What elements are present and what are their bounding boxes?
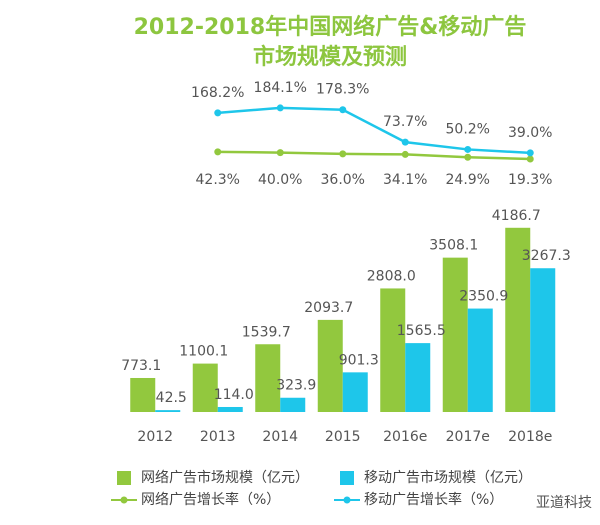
bar bbox=[130, 377, 156, 412]
bar bbox=[380, 288, 406, 412]
value-label: 168.2% bbox=[191, 85, 244, 101]
line-point bbox=[526, 155, 534, 163]
value-label: 73.7% bbox=[383, 114, 427, 130]
legend-swatch bbox=[117, 471, 131, 485]
bar bbox=[217, 406, 243, 412]
line bbox=[217, 150, 531, 161]
value-label: 178.3% bbox=[316, 82, 369, 98]
line-point bbox=[526, 149, 534, 157]
line-point bbox=[401, 150, 409, 158]
x-tick-label: 2014 bbox=[262, 429, 298, 445]
value-label: 901.3 bbox=[339, 352, 379, 368]
bar bbox=[530, 268, 556, 412]
x-tick-label: 2013 bbox=[200, 429, 236, 445]
bar bbox=[192, 363, 218, 412]
legend-label: 网络广告增长率（%） bbox=[141, 491, 280, 508]
legend-dot bbox=[120, 496, 128, 504]
value-label: 3267.3 bbox=[522, 248, 571, 264]
value-label: 42.3% bbox=[196, 172, 240, 188]
legend-label: 网络广告市场规模（亿元） bbox=[141, 469, 309, 486]
line bbox=[217, 106, 531, 155]
value-label: 773.1 bbox=[121, 358, 161, 374]
x-tick-label: 2016e bbox=[383, 429, 427, 445]
x-tick-label: 2012 bbox=[137, 429, 173, 445]
x-tick-label: 2017e bbox=[446, 429, 490, 445]
line-point bbox=[464, 153, 472, 161]
bar bbox=[280, 397, 306, 412]
line-point bbox=[214, 109, 222, 117]
value-label: 1100.1 bbox=[179, 344, 228, 360]
bar bbox=[405, 343, 431, 412]
value-label: 3508.1 bbox=[429, 238, 478, 254]
value-label: 42.5 bbox=[156, 390, 187, 406]
value-label: 36.0% bbox=[321, 172, 365, 188]
value-label: 19.3% bbox=[508, 172, 552, 188]
value-label: 40.0% bbox=[258, 172, 302, 188]
bar bbox=[317, 319, 343, 412]
x-tick-label: 2015 bbox=[325, 429, 361, 445]
bar bbox=[155, 410, 181, 412]
value-label: 2350.9 bbox=[459, 289, 508, 305]
value-label: 114.0 bbox=[214, 387, 254, 403]
value-label: 39.0% bbox=[508, 125, 552, 141]
legend-dot bbox=[343, 496, 351, 504]
line-point bbox=[276, 104, 284, 112]
line-point bbox=[276, 149, 284, 157]
value-label: 323.9 bbox=[276, 378, 316, 394]
x-tick-label: 2018e bbox=[508, 429, 552, 445]
value-label: 50.2% bbox=[446, 121, 490, 137]
value-label: 184.1% bbox=[254, 80, 307, 96]
value-label: 1539.7 bbox=[242, 324, 291, 340]
line-point bbox=[339, 150, 347, 158]
line-point bbox=[464, 145, 472, 153]
bar bbox=[255, 344, 281, 412]
value-label: 2808.0 bbox=[367, 268, 416, 284]
watermark: 亚道科技 bbox=[536, 495, 592, 511]
legend-label: 移动广告市场规模（亿元） bbox=[364, 469, 532, 486]
line-point bbox=[214, 148, 222, 156]
bar bbox=[505, 227, 531, 412]
value-label: 1565.5 bbox=[397, 323, 446, 339]
value-label: 34.1% bbox=[383, 172, 427, 188]
bar bbox=[442, 257, 468, 412]
value-label: 24.9% bbox=[446, 172, 490, 188]
bar bbox=[342, 372, 368, 412]
bar bbox=[467, 308, 493, 412]
line-point bbox=[339, 106, 347, 114]
value-label: 2093.7 bbox=[304, 300, 353, 316]
chart-title: 2012-2018年中国网络广告&移动广告市场规模及预测 bbox=[134, 14, 527, 70]
legend-label: 移动广告增长率（%） bbox=[364, 491, 503, 508]
line-point bbox=[401, 138, 409, 146]
legend-swatch bbox=[340, 471, 354, 485]
value-label: 4186.7 bbox=[492, 208, 541, 224]
